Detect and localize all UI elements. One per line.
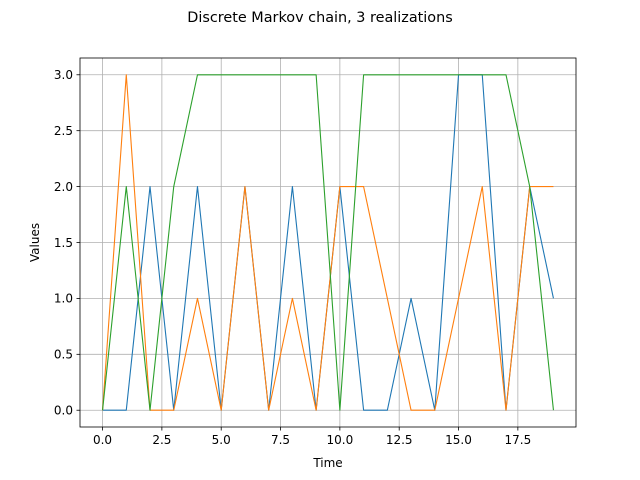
x-axis-label: Time xyxy=(312,456,342,470)
y-tick-label: 1.5 xyxy=(54,236,73,250)
y-axis-ticks: 0.0 0.5 1.0 1.5 2.0 2.5 3.0 xyxy=(54,68,80,418)
x-tick-label: 17.5 xyxy=(504,433,531,447)
x-tick-label: 10.0 xyxy=(327,433,354,447)
y-tick-label: 0.5 xyxy=(54,348,73,362)
y-tick-label: 3.0 xyxy=(54,68,73,82)
x-axis-ticks: 0.0 2.5 5.0 7.5 10.0 12.5 15.0 17.5 xyxy=(93,427,531,447)
x-tick-label: 5.0 xyxy=(212,433,231,447)
series-line-3 xyxy=(102,74,554,411)
plot-area: 0.0 2.5 5.0 7.5 10.0 12.5 15.0 17.5 0.0 0.5 1.0 1.… xyxy=(54,57,577,447)
series-line-2 xyxy=(102,74,554,411)
y-tick-label: 2.5 xyxy=(54,124,73,138)
series-layer xyxy=(102,74,554,411)
y-axis-label: Values xyxy=(28,223,42,262)
y-tick-label: 2.0 xyxy=(54,180,73,194)
x-tick-label: 15.0 xyxy=(445,433,472,447)
y-tick-label: 1.0 xyxy=(54,292,73,306)
x-tick-label: 2.5 xyxy=(152,433,171,447)
y-tick-label: 0.0 xyxy=(54,404,73,418)
x-tick-label: 12.5 xyxy=(386,433,413,447)
x-tick-label: 7.5 xyxy=(271,433,290,447)
x-tick-label: 0.0 xyxy=(93,433,112,447)
chart-title: Discrete Markov chain, 3 realizations xyxy=(187,10,452,26)
